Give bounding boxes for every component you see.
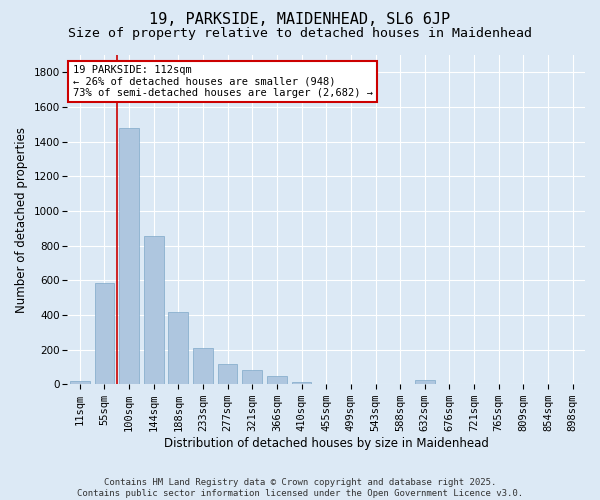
Bar	[292, 382, 311, 384]
Text: 19 PARKSIDE: 112sqm
← 26% of detached houses are smaller (948)
73% of semi-detac: 19 PARKSIDE: 112sqm ← 26% of detached ho…	[73, 65, 373, 98]
Bar	[242, 370, 262, 384]
Bar	[144, 236, 164, 384]
Bar	[193, 348, 213, 384]
Text: 19, PARKSIDE, MAIDENHEAD, SL6 6JP: 19, PARKSIDE, MAIDENHEAD, SL6 6JP	[149, 12, 451, 28]
Bar	[70, 381, 89, 384]
Y-axis label: Number of detached properties: Number of detached properties	[15, 126, 28, 312]
Bar	[169, 312, 188, 384]
Text: Size of property relative to detached houses in Maidenhead: Size of property relative to detached ho…	[68, 28, 532, 40]
X-axis label: Distribution of detached houses by size in Maidenhead: Distribution of detached houses by size …	[164, 437, 488, 450]
Bar	[119, 128, 139, 384]
Bar	[415, 380, 434, 384]
Bar	[267, 376, 287, 384]
Bar	[95, 283, 114, 384]
Bar	[218, 364, 238, 384]
Text: Contains HM Land Registry data © Crown copyright and database right 2025.
Contai: Contains HM Land Registry data © Crown c…	[77, 478, 523, 498]
